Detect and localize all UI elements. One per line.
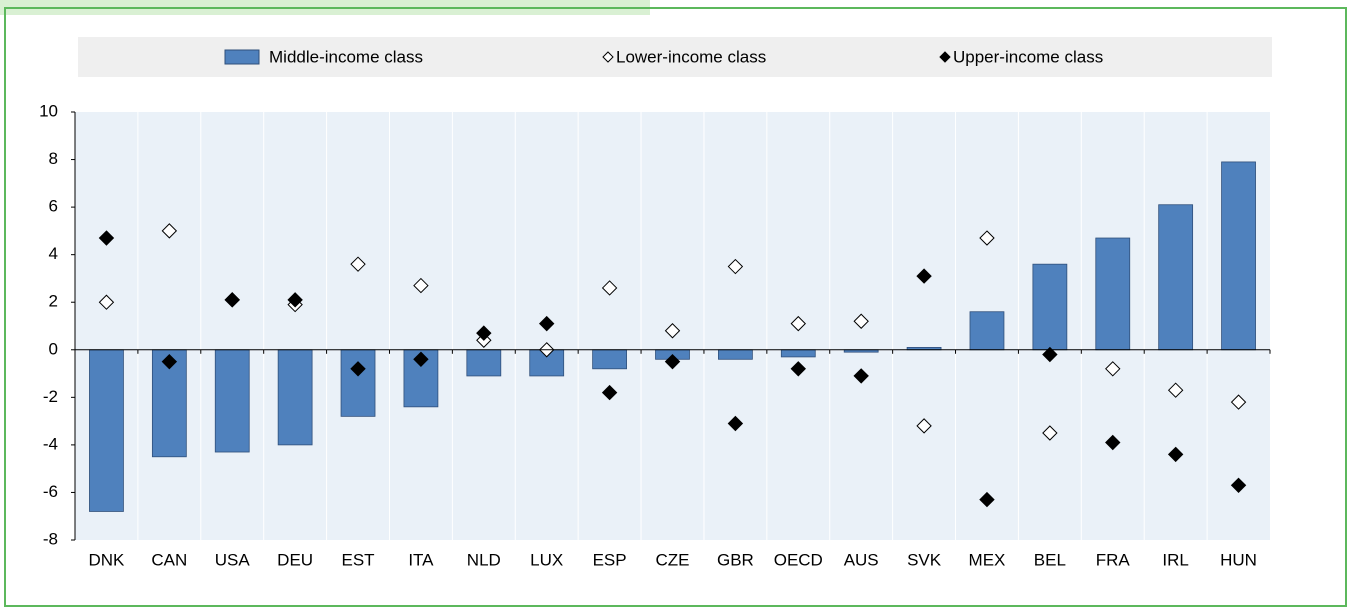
x-tick-label: FRA (1096, 550, 1131, 569)
y-tick-label: -4 (43, 434, 58, 453)
diamond-marker (476, 325, 492, 341)
diamond-marker (413, 351, 429, 367)
diamond-marker (601, 384, 618, 401)
x-tick-label: NLD (467, 550, 501, 569)
y-tick-label: -2 (43, 387, 58, 406)
diamond-marker (1042, 346, 1058, 363)
diamond-marker (1230, 477, 1247, 494)
legend-label: Upper-income class (953, 47, 1103, 66)
y-tick-label: 2 (49, 292, 58, 311)
y-tick-label: 6 (49, 197, 58, 216)
y-tick-label: -6 (43, 482, 58, 501)
diamond-marker (350, 256, 366, 272)
bar (1032, 263, 1068, 351)
y-tick-label: 10 (39, 101, 58, 120)
x-tick-label: CAN (151, 550, 187, 569)
diamond-marker (413, 277, 429, 294)
x-tick-label: IRL (1162, 550, 1188, 569)
diamond-marker (98, 294, 115, 310)
diamond-marker (727, 258, 744, 275)
bar (1095, 237, 1131, 351)
diamond-marker (539, 315, 555, 332)
y-tick-label: -8 (43, 529, 58, 548)
bar (969, 311, 1005, 351)
diamond-marker (790, 315, 806, 332)
frame (4, 7, 1347, 607)
x-tick-label: GBR (717, 550, 754, 569)
diamond-marker (1230, 394, 1247, 410)
diamond-marker (1105, 434, 1121, 451)
x-tick-label: OECD (774, 550, 823, 569)
diamond-marker (98, 230, 115, 246)
y-tick-label: 0 (49, 339, 58, 358)
legend-band (78, 37, 1272, 77)
diamond-marker (161, 353, 178, 370)
diamond-marker (916, 418, 932, 434)
bar (1158, 204, 1194, 351)
diamond-marker (664, 323, 681, 339)
diamond-marker (161, 223, 178, 239)
legend-swatch (224, 49, 260, 65)
x-tick-label: CZE (656, 550, 690, 569)
diamond-marker (853, 313, 869, 329)
diamond-marker (916, 268, 932, 284)
bar (89, 349, 124, 512)
diamond-marker (601, 280, 618, 296)
x-tick-label: SVK (907, 550, 942, 569)
bar (340, 349, 376, 417)
legend-marker (602, 51, 614, 63)
x-tick-label: BEL (1034, 550, 1066, 569)
bar (780, 349, 816, 358)
bar (592, 349, 627, 370)
x-tick-label: HUN (1220, 550, 1257, 569)
diamond-marker (790, 361, 806, 377)
bar (466, 349, 502, 377)
diamond-marker (1105, 361, 1121, 377)
diamond-marker (664, 353, 681, 370)
diamond-marker (350, 361, 366, 377)
diamond-marker (1042, 425, 1058, 441)
x-tick-label: USA (215, 550, 251, 569)
x-tick-label: ESP (593, 550, 627, 569)
x-tick-label: MEX (969, 550, 1006, 569)
x-tick-label: AUS (844, 550, 879, 569)
x-tick-label: DNK (88, 550, 125, 569)
bar (214, 349, 250, 453)
x-tick-label: DEU (277, 550, 313, 569)
diamond-marker (224, 292, 240, 308)
y-tick-label: 8 (49, 149, 58, 168)
diamond-marker (979, 491, 995, 508)
legend-label: Middle-income class (269, 47, 423, 66)
legend-label: Lower-income class (616, 47, 766, 66)
x-tick-label: LUX (530, 550, 563, 569)
diamond-marker (853, 368, 869, 384)
diamond-marker (979, 230, 995, 246)
bar (718, 349, 753, 360)
x-tick-label: ITA (408, 550, 434, 569)
diamond-marker (727, 415, 744, 432)
legend-marker (939, 51, 951, 63)
diamond-marker (1167, 382, 1184, 398)
x-tick-label: EST (341, 550, 374, 569)
diamond-marker (287, 292, 303, 308)
bar (1221, 161, 1256, 351)
diamond-marker (1167, 446, 1184, 463)
y-tick-label: 4 (49, 244, 58, 263)
bar (277, 349, 313, 446)
